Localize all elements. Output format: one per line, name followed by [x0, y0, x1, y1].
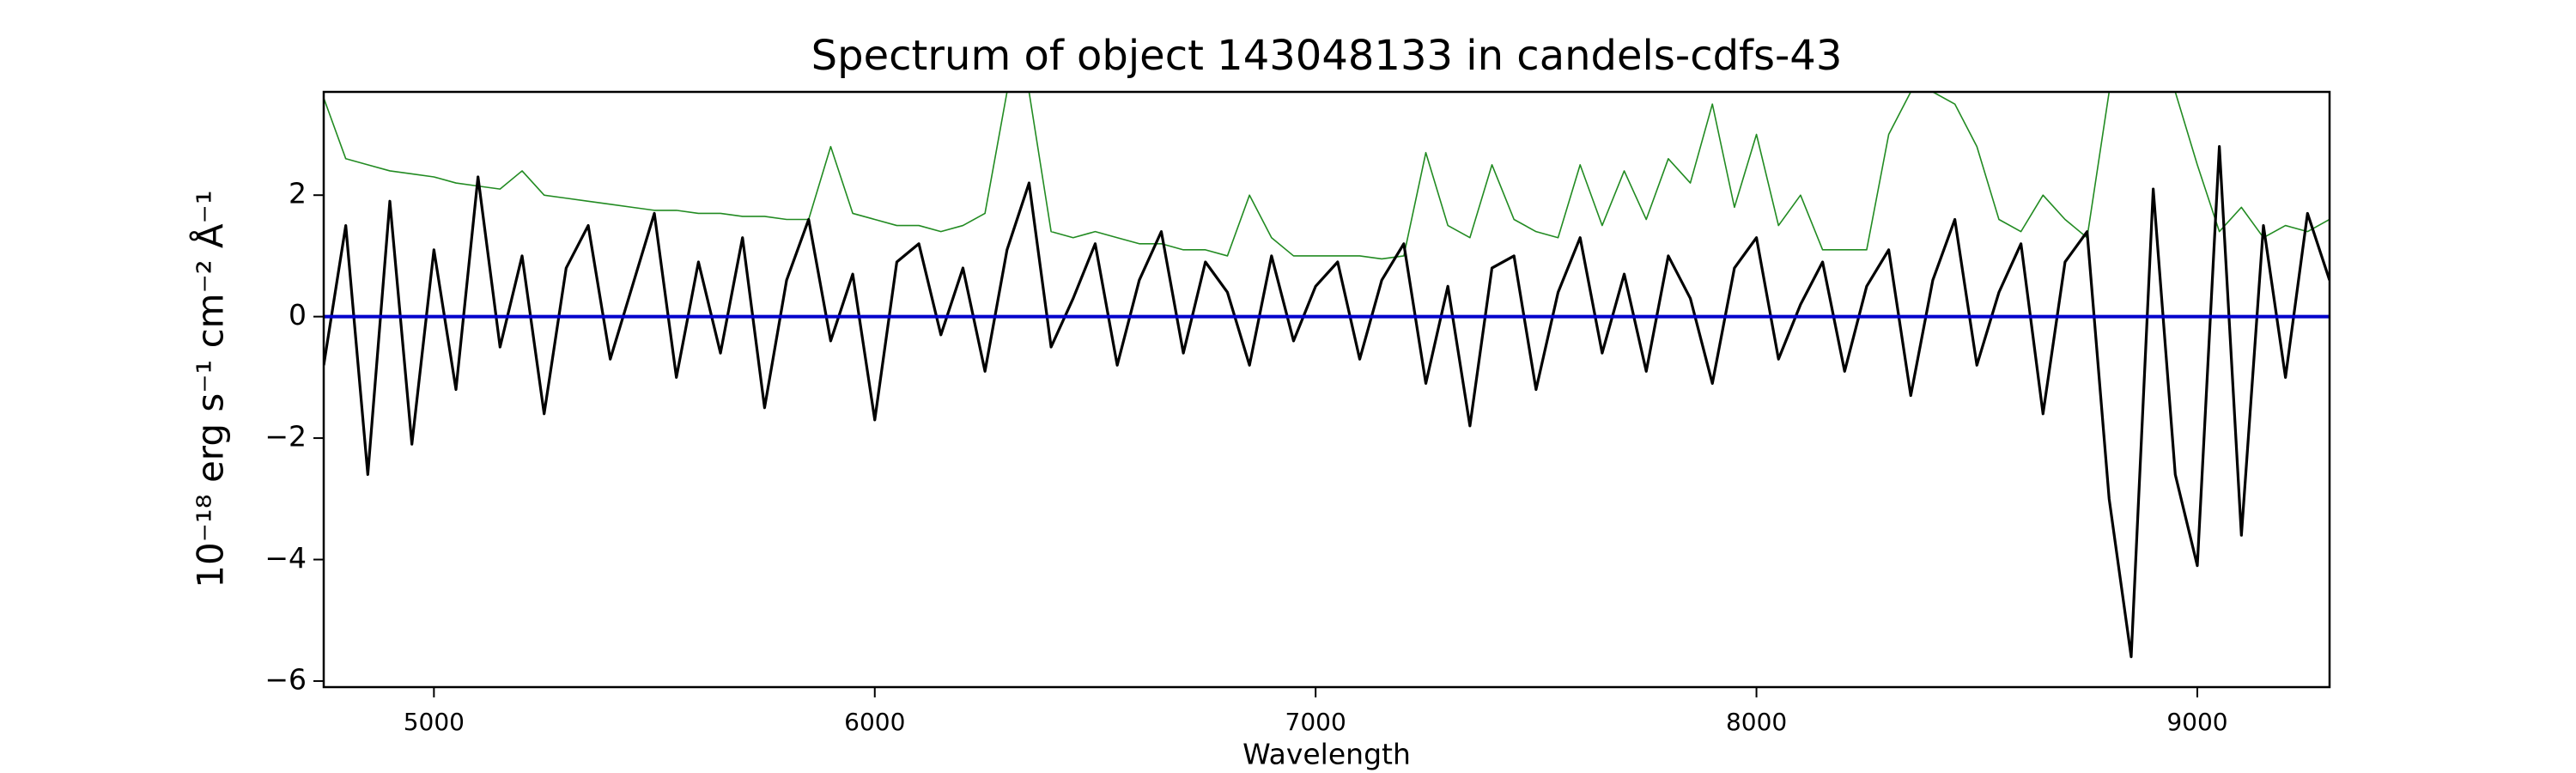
x-tick-label: 5000 — [404, 708, 465, 736]
spectrum-line — [324, 92, 2330, 260]
x-axis-label: Wavelength — [1242, 738, 1411, 771]
y-tick-label: −6 — [264, 662, 307, 696]
y-tick-label: 2 — [289, 177, 307, 210]
x-tick-label: 9000 — [2166, 708, 2227, 736]
chart-title: Spectrum of object 143048133 in candels-… — [811, 32, 1843, 80]
x-tick-label: 8000 — [1726, 708, 1787, 736]
x-tick-label: 7000 — [1285, 708, 1346, 736]
x-tick-label: 6000 — [844, 708, 905, 736]
spectrum-line — [324, 145, 2330, 659]
y-tick-label: −4 — [264, 541, 307, 575]
y-tick-label: −2 — [264, 420, 307, 453]
y-tick-label: 0 — [289, 298, 307, 332]
plot-frame — [322, 90, 2331, 689]
plot-lines — [324, 92, 2330, 659]
y-axis-label: 10⁻¹⁸ erg s⁻¹ cm⁻² Å⁻¹ — [189, 190, 232, 587]
